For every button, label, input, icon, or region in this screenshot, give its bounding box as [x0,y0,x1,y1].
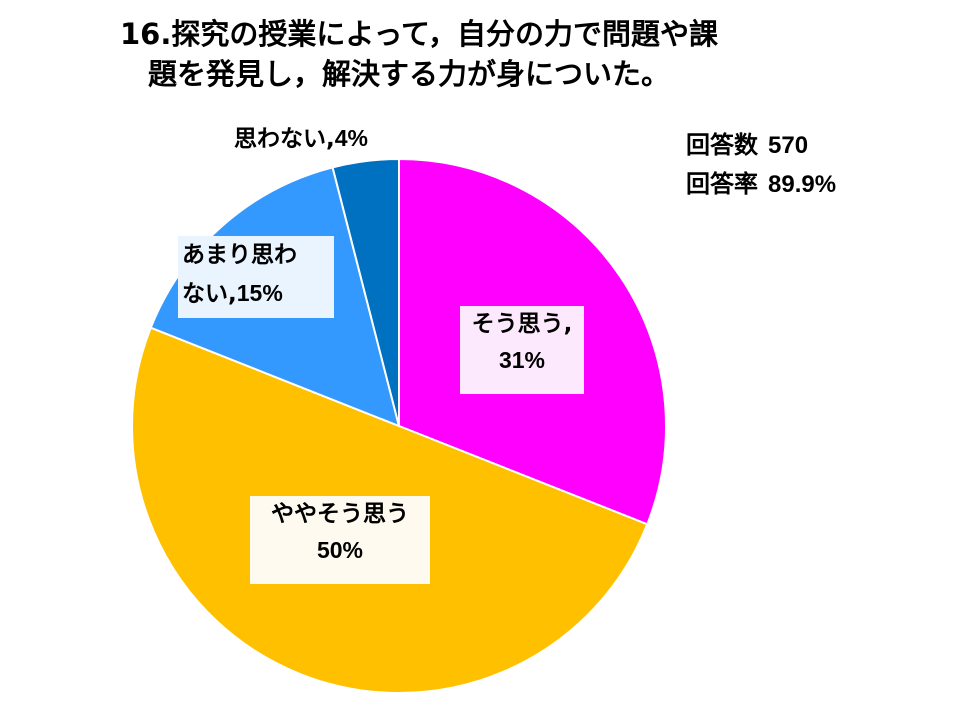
slice-label-omowanai-text: 思わない, [234,126,335,152]
response-stats: 回答数 570 回答率 89.9% [686,126,836,204]
slice-label-yaya-sou-omou: ややそう思う 50% [250,496,430,584]
slice-label-omowanai-pct: 4% [334,125,368,151]
respondents-value: 570 [768,132,809,159]
slice-label-amari-line-2: ない, [182,281,237,307]
slice-label-yaya-pct: 50% [316,537,364,563]
chart-title-line-2: 題を発見し，解決する力が身についた。 [148,57,671,91]
respondents-label: 回答数 [686,131,758,159]
slice-label-omowanai: 思わない,4% [234,120,404,156]
respondents-row: 回答数 570 [686,126,836,165]
slice-label-amari-pct: 15% [236,280,283,306]
slice-label-yaya-text: ややそう思う [271,501,409,527]
slice-label-amari-omowanai: あまり思わ ない,15% [178,236,334,318]
chart-title: 16.探究の授業によって，自分の力で問題や課 題を発見し，解決する力が身についた… [120,14,880,94]
response-rate-label: 回答率 [686,170,758,198]
slice-omowanai [331,157,400,427]
slice-label-sou-omou-pct: 31% [498,347,546,373]
response-rate-row: 回答率 89.9% [686,165,836,204]
slice-label-sou-omou-text: そう思う, [471,311,573,337]
slice-label-amari-line-1: あまり思わ [182,242,297,268]
slice-label-sou-omou: そう思う, 31% [460,306,584,394]
response-rate-value: 89.9% [768,171,837,198]
chart-title-line-1: 16.探究の授業によって，自分の力で問題や課 [120,17,719,51]
